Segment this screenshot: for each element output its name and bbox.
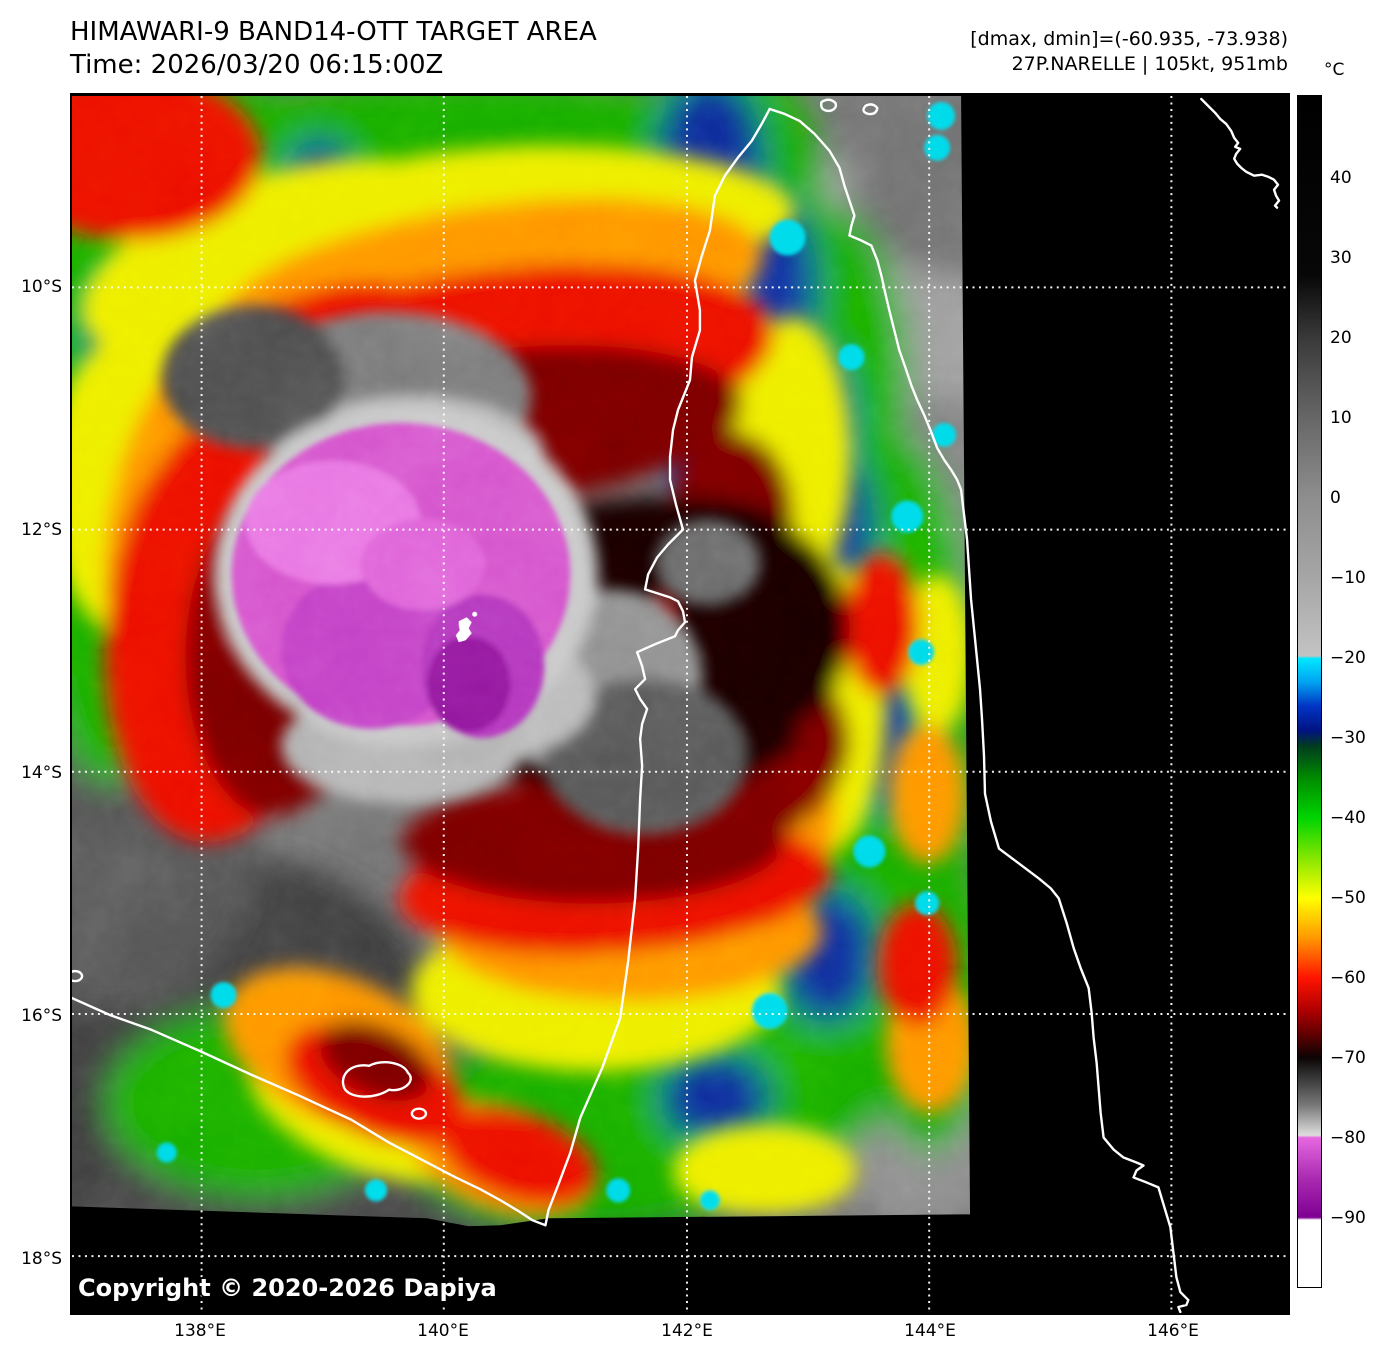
lon-tick-label: 144°E — [904, 1321, 956, 1341]
colorbar-tick-label: −10 — [1330, 568, 1366, 589]
stats-annotation: [dmax, dmin]=(-60.935, -73.938) — [970, 28, 1288, 50]
coastline — [72, 97, 1281, 1313]
lon-tick-label: 146°E — [1147, 1321, 1199, 1341]
colorbar-tick-label: 20 — [1330, 328, 1352, 349]
figure-annotations: [dmax, dmin]=(-60.935, -73.938) 27P.NARE… — [970, 27, 1288, 77]
figure-time: Time: 2026/03/20 06:15:00Z — [70, 50, 444, 80]
colorbar-tick-label: 0 — [1330, 488, 1341, 509]
colorbar-tick-label: −30 — [1330, 728, 1366, 749]
lat-tick-label: 14°S — [21, 763, 62, 783]
lat-tick-label: 16°S — [21, 1006, 62, 1026]
lon-tick-label: 142°E — [661, 1321, 713, 1341]
colorbar — [1297, 95, 1322, 1288]
colorbar-tick-label: −80 — [1330, 1128, 1366, 1149]
lat-tick-label: 12°S — [21, 520, 62, 540]
colorbar-tick-label: −40 — [1330, 808, 1366, 829]
colorbar-tick-label: −90 — [1330, 1208, 1366, 1229]
colorbar-tick-label: −20 — [1330, 648, 1366, 669]
lon-tick-label: 140°E — [417, 1321, 469, 1341]
colorbar-tick-label: 40 — [1330, 168, 1352, 189]
satellite-scene — [72, 95, 1288, 1313]
gridlines — [72, 95, 1288, 1312]
colorbar-tick-label: 30 — [1330, 248, 1352, 269]
colorbar-tick-label: −70 — [1330, 1048, 1366, 1069]
figure-header: HIMAWARI-9 BAND14-OTT TARGET AREA Time: … — [70, 16, 597, 82]
storm-annotation: 27P.NARELLE | 105kt, 951mb — [1011, 53, 1288, 75]
colorbar-tick-label: −50 — [1330, 888, 1366, 909]
plot-area — [70, 93, 1290, 1315]
copyright-watermark: Copyright © 2020-2026 Dapiya — [78, 1274, 497, 1302]
lat-tick-label: 10°S — [21, 277, 62, 297]
colorbar-tick-label: −60 — [1330, 968, 1366, 989]
colorbar-tick-label: 10 — [1330, 408, 1352, 429]
lat-tick-label: 18°S — [21, 1249, 62, 1269]
colorbar-unit-label: °C — [1324, 60, 1345, 80]
lon-tick-label: 138°E — [174, 1321, 226, 1341]
figure-title: HIMAWARI-9 BAND14-OTT TARGET AREA — [70, 17, 597, 47]
data-swath — [72, 95, 971, 1227]
